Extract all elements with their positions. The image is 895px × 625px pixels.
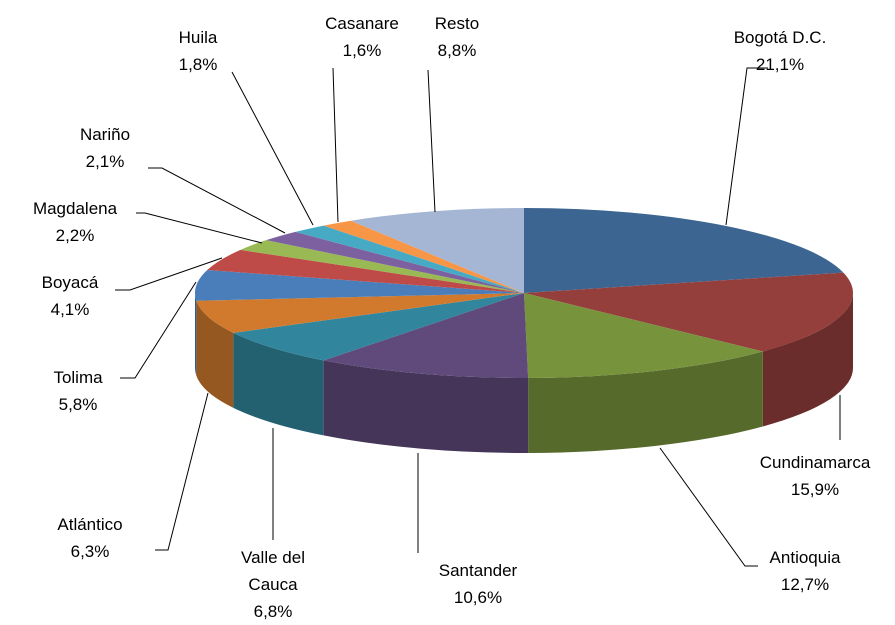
slice-side: [528, 351, 763, 453]
leader-line: [659, 447, 758, 567]
label-value: 6,3%: [70, 542, 110, 561]
data-label: Huila 1,8%: [138, 24, 258, 78]
label-value: 6,8%: [253, 602, 293, 621]
slice-side: [762, 293, 853, 427]
leader-line: [332, 67, 339, 223]
data-label: Cundinamarca 15,9%: [755, 449, 875, 503]
slice: [524, 272, 853, 352]
slice: [323, 220, 524, 293]
leader-line: [148, 167, 286, 234]
leader-line: [231, 71, 314, 226]
label-name: Huila: [178, 28, 218, 47]
data-label: Resto 8,8%: [397, 10, 517, 64]
data-label: Bogotá D.C. 21,1%: [720, 24, 840, 78]
slice-side: [195, 293, 197, 376]
label-name: Magdalena: [32, 199, 118, 218]
slice: [295, 225, 524, 293]
label-name: Antioquia: [769, 548, 841, 567]
data-label: Magdalena 2,2%: [15, 195, 135, 249]
slice: [350, 208, 524, 293]
label-name: Nariño: [79, 125, 131, 144]
label-name: Resto: [434, 14, 480, 33]
label-name: Cundinamarca: [759, 453, 871, 472]
label-value: 1,6%: [342, 41, 382, 60]
leader-line: [725, 67, 768, 226]
label-value: 4,1%: [50, 300, 90, 319]
data-label: Atlántico 6,3%: [30, 511, 150, 565]
slice: [524, 293, 763, 378]
label-value: 10,6%: [453, 588, 503, 607]
label-value: 15,9%: [790, 480, 840, 499]
label-name: Boyacá: [41, 273, 99, 292]
data-label: Nariño 2,1%: [45, 121, 165, 175]
leader-line: [155, 392, 209, 551]
data-label: Boyacá 4,1%: [10, 269, 130, 323]
data-label: Antioquia 12,7%: [745, 544, 865, 598]
label-name: Santander: [438, 561, 518, 580]
slice: [323, 293, 529, 378]
data-label: Tolima 5,8%: [18, 364, 138, 418]
label-value: 8,8%: [437, 41, 477, 60]
data-label: Santander 10,6%: [418, 557, 538, 611]
label-value: 12,7%: [780, 575, 830, 594]
slice-side: [233, 332, 324, 436]
label-name: Casanare: [325, 14, 399, 33]
label-value: 2,1%: [85, 152, 125, 171]
label-value: 1,8%: [178, 55, 218, 74]
label-name: Atlántico: [57, 515, 123, 534]
leader-line: [136, 212, 263, 244]
slice: [266, 231, 524, 293]
label-name: Valle del Cauca: [241, 548, 305, 594]
leader-line: [427, 69, 436, 213]
slice-side: [323, 360, 529, 453]
leader-line: [120, 281, 197, 379]
slice: [196, 293, 524, 333]
label-value: 5,8%: [58, 395, 98, 414]
slice: [240, 240, 524, 293]
slice: [194, 270, 524, 301]
slice-side: [196, 300, 234, 408]
label-value: 21,1%: [755, 55, 805, 74]
label-name: Bogotá D.C.: [733, 28, 827, 47]
data-label: Valle del Cauca 6,8%: [213, 544, 333, 625]
label-name: Tolima: [53, 368, 103, 387]
slice: [207, 249, 524, 293]
data-label: Casanare 1,6%: [302, 10, 422, 64]
slice: [524, 208, 844, 293]
slice: [233, 293, 524, 361]
leader-line: [115, 257, 223, 291]
label-value: 2,2%: [55, 226, 95, 245]
